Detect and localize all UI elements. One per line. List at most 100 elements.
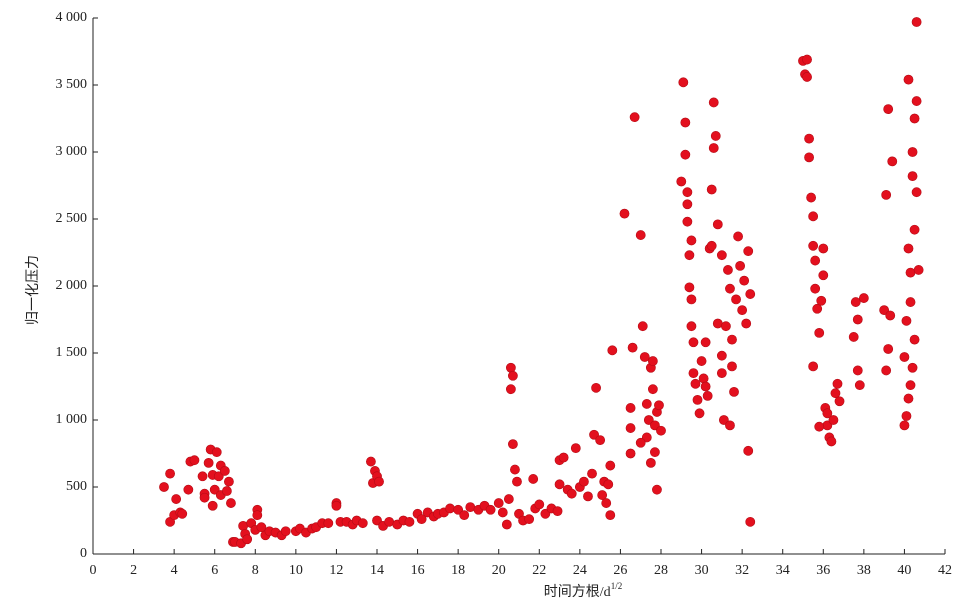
x-tick-label: 4 xyxy=(171,563,178,578)
point xyxy=(510,464,520,475)
point xyxy=(497,507,508,518)
point xyxy=(852,365,863,376)
x-tick-label: 32 xyxy=(735,563,749,578)
point xyxy=(883,344,894,354)
point xyxy=(852,314,863,325)
point xyxy=(416,514,427,525)
y-tick-label: 1 000 xyxy=(56,412,88,427)
point xyxy=(280,526,291,537)
y-tick-label: 500 xyxy=(66,479,87,494)
point xyxy=(226,498,236,508)
point xyxy=(493,498,504,508)
point xyxy=(911,96,922,106)
point xyxy=(684,282,695,293)
point xyxy=(731,294,741,305)
point xyxy=(743,445,754,456)
point xyxy=(808,211,819,222)
point xyxy=(652,484,662,495)
point xyxy=(907,171,918,182)
point xyxy=(848,332,859,342)
point xyxy=(708,143,719,153)
point xyxy=(183,484,194,495)
point xyxy=(905,380,916,391)
point xyxy=(676,176,687,187)
point xyxy=(459,510,470,521)
point xyxy=(804,133,814,144)
point xyxy=(171,494,182,504)
point xyxy=(905,297,916,307)
point xyxy=(650,447,660,458)
point xyxy=(211,447,222,458)
point xyxy=(603,479,614,490)
point xyxy=(887,156,898,167)
point xyxy=(639,352,650,362)
x-tick-label: 40 xyxy=(897,563,911,578)
point xyxy=(654,400,664,411)
x-tick-label: 42 xyxy=(938,563,952,578)
point xyxy=(802,72,812,82)
point xyxy=(737,305,748,316)
point xyxy=(256,522,267,533)
point xyxy=(741,318,752,329)
point xyxy=(165,468,175,479)
point xyxy=(678,77,689,88)
point xyxy=(501,519,512,530)
x-tick-label: 34 xyxy=(776,563,790,578)
point xyxy=(708,97,719,108)
point xyxy=(625,448,636,459)
point xyxy=(899,352,910,362)
point xyxy=(909,334,920,345)
point xyxy=(629,112,640,123)
point xyxy=(688,337,699,348)
point xyxy=(733,231,743,242)
point xyxy=(682,187,693,198)
point xyxy=(700,337,711,348)
point xyxy=(647,356,658,366)
point xyxy=(579,476,589,487)
x-tick-label: 8 xyxy=(252,563,259,578)
y-tick-label: 3 500 xyxy=(56,77,88,92)
point xyxy=(702,390,713,401)
point xyxy=(834,396,845,407)
point xyxy=(806,192,817,203)
point xyxy=(505,384,516,395)
x-tick-label: 14 xyxy=(370,563,384,578)
point xyxy=(810,255,821,266)
point xyxy=(684,250,695,261)
point xyxy=(682,216,693,227)
point xyxy=(814,327,825,338)
point xyxy=(465,502,476,512)
point xyxy=(203,457,214,468)
x-tick-label: 2 xyxy=(130,563,137,578)
point xyxy=(656,425,666,436)
point xyxy=(485,504,496,515)
x-tick-label: 10 xyxy=(289,563,303,578)
x-tick-label: 12 xyxy=(329,563,343,578)
point xyxy=(802,54,812,65)
point xyxy=(554,479,565,490)
point xyxy=(570,443,581,454)
point xyxy=(524,514,535,525)
point xyxy=(238,520,249,531)
point xyxy=(219,466,230,476)
point xyxy=(445,503,455,514)
x-tick-label: 16 xyxy=(411,563,425,578)
point xyxy=(605,460,616,471)
point xyxy=(804,152,814,163)
y-tick-label: 2 000 xyxy=(56,278,88,293)
point xyxy=(700,381,711,392)
y-tick-label: 0 xyxy=(80,546,87,561)
point xyxy=(508,439,518,450)
point xyxy=(858,293,869,303)
point xyxy=(583,491,593,502)
y-tick-label: 3 000 xyxy=(56,144,88,159)
x-tick-label: 24 xyxy=(573,563,587,578)
x-axis-label: 时间方根/d1/2 xyxy=(544,581,622,600)
point xyxy=(716,350,727,361)
point xyxy=(625,403,636,413)
point xyxy=(818,243,829,254)
point xyxy=(641,399,652,409)
point xyxy=(558,452,569,463)
point xyxy=(595,435,606,445)
